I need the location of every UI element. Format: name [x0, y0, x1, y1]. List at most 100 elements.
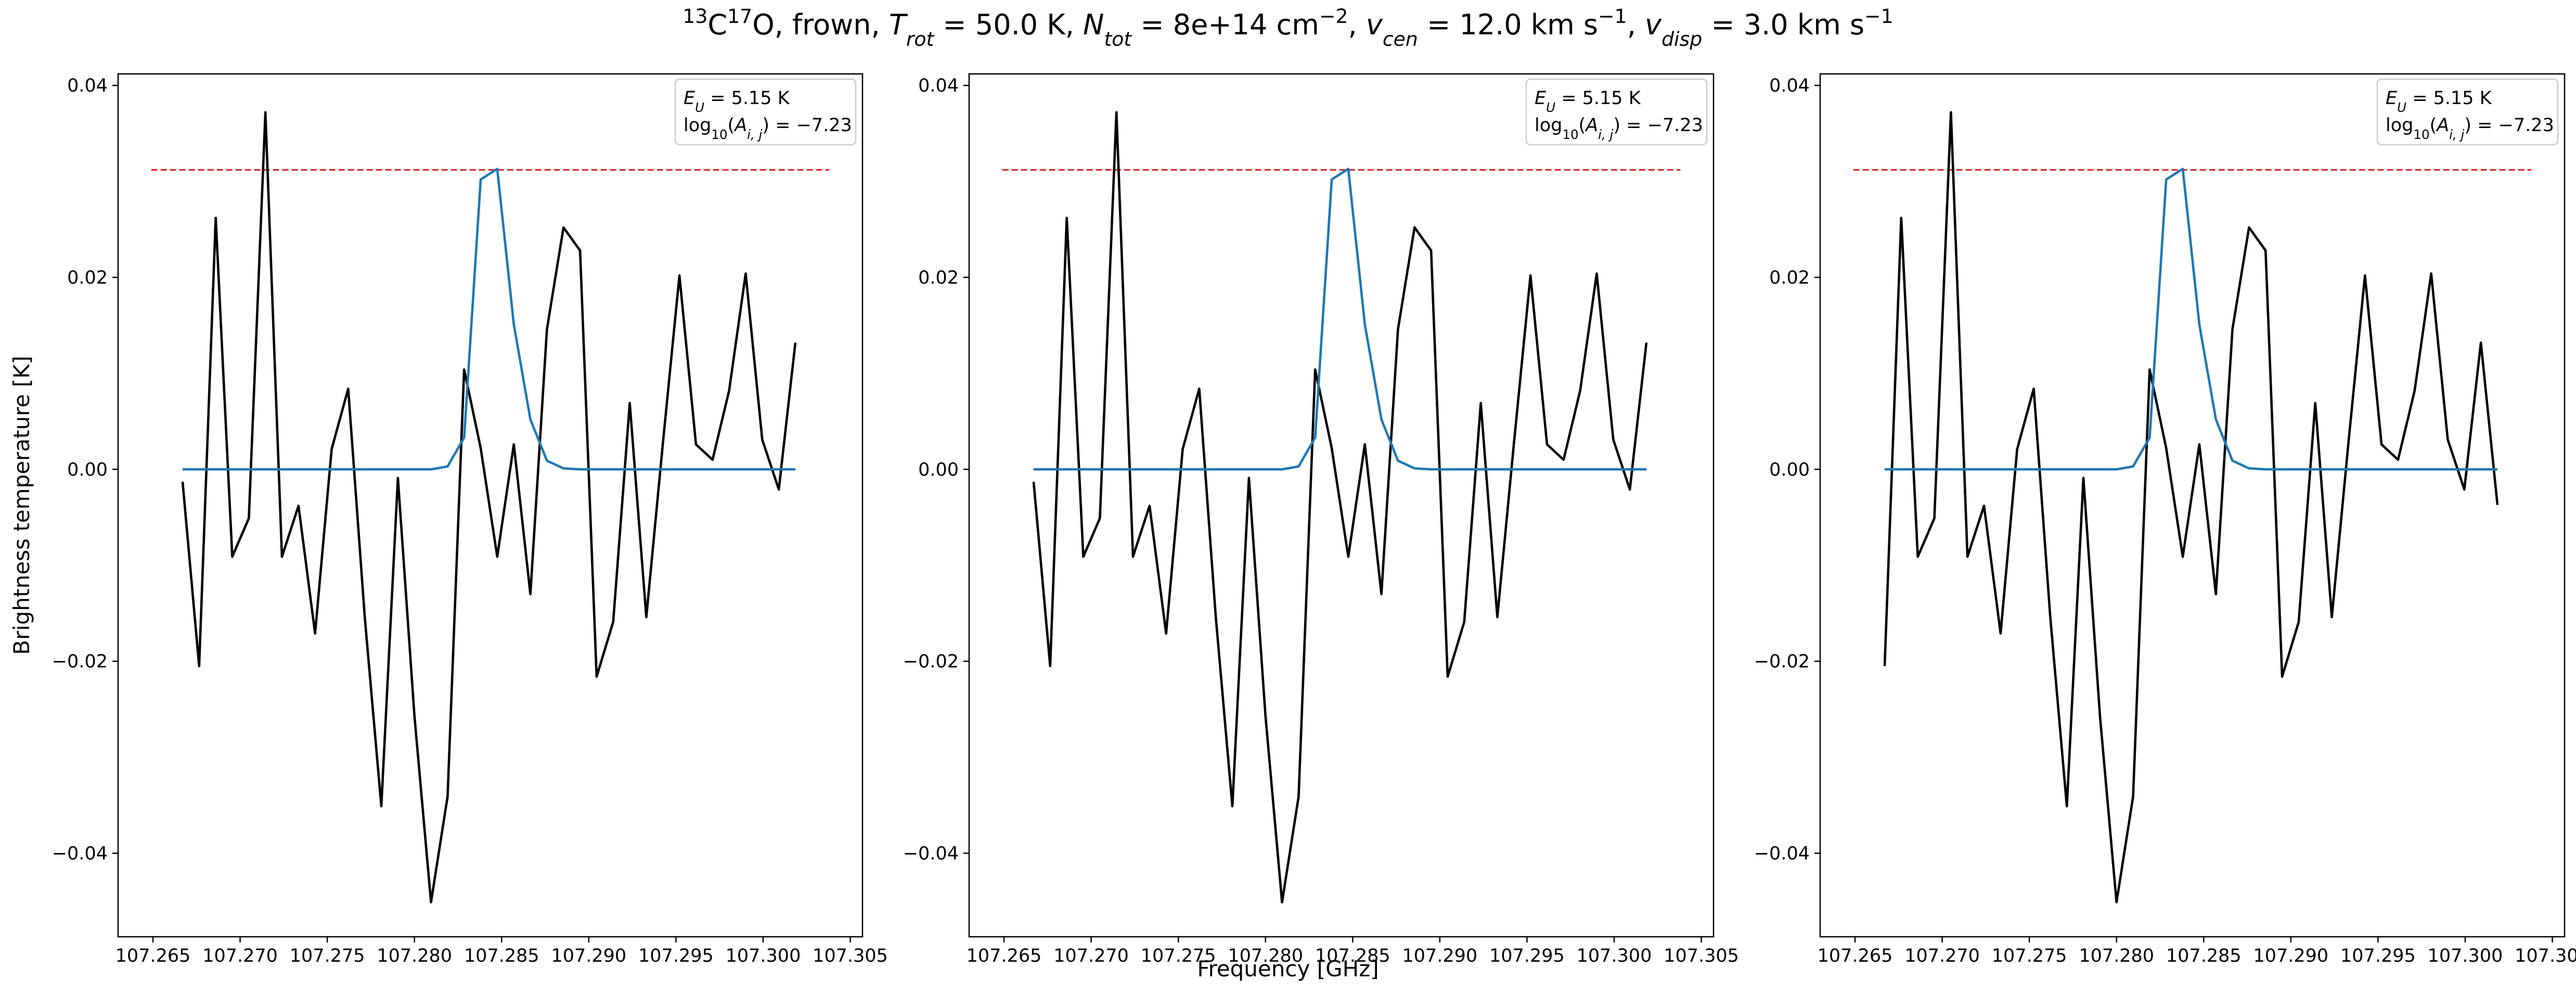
- text-part: E: [2386, 88, 2398, 109]
- annotation-text: EU = 5.15 K: [1535, 88, 1641, 115]
- x-tick-label: 107.280: [2079, 946, 2154, 966]
- text-part: = 5.15 K: [704, 88, 790, 109]
- text-part: ) = −7.23: [1613, 115, 1703, 136]
- spectrum-line: [1034, 168, 1646, 471]
- y-tick-label: 0.02: [67, 267, 108, 288]
- text-part: U: [1546, 100, 1555, 115]
- text-part: ,: [1348, 8, 1366, 41]
- y-tick-label: 0.00: [918, 460, 959, 480]
- text-part: U: [695, 100, 704, 115]
- spectrum-line: [1885, 168, 2497, 471]
- x-tick-label: 107.265: [115, 946, 191, 966]
- y-axis-label: Brightness temperature [K]: [9, 356, 34, 655]
- x-tick-label: 107.270: [1904, 946, 1980, 966]
- spectrum-line: [183, 168, 795, 471]
- x-tick-label: 107.305: [813, 946, 888, 966]
- annotation-text: EU = 5.15 K: [2386, 88, 2492, 115]
- text-part: (: [1579, 115, 1586, 136]
- y-tick-label: 0.04: [1769, 75, 1810, 96]
- spectrum-line: [1032, 111, 1648, 903]
- annotation-text: EU = 5.15 K: [684, 88, 790, 115]
- text-part: −1: [1864, 5, 1894, 28]
- x-tick-label: 107.295: [638, 946, 714, 966]
- text-part: ) = −7.23: [762, 115, 852, 136]
- x-tick-label: 107.290: [2253, 946, 2328, 966]
- text-part: tot: [1104, 28, 1132, 50]
- text-part: log: [684, 115, 711, 136]
- text-part: = 12.0 km s: [1418, 8, 1598, 41]
- text-part: −2: [1319, 5, 1348, 28]
- x-tick-label: 107.265: [1818, 946, 1893, 966]
- x-tick-label: 107.280: [377, 946, 452, 966]
- text-part: i, j: [1598, 127, 1613, 142]
- x-tick-label: 107.275: [290, 946, 365, 966]
- text-part: ,: [1627, 8, 1645, 41]
- text-part: cen: [1383, 28, 1418, 50]
- text-part: E: [1535, 88, 1547, 109]
- annotation-box: [1525, 78, 1708, 146]
- x-tick-label: 107.295: [1489, 946, 1565, 966]
- text-part: 10: [1562, 127, 1578, 142]
- text-part: U: [2397, 100, 2406, 115]
- x-tick-label: 107.300: [726, 946, 801, 966]
- text-part: (: [728, 115, 735, 136]
- y-tick-label: 0.02: [918, 267, 959, 288]
- y-tick-label: 0.04: [918, 75, 959, 96]
- text-part: log: [2386, 115, 2413, 136]
- text-part: i, j: [2449, 127, 2464, 142]
- axes-frame: [1819, 73, 2566, 938]
- x-tick-label: 107.285: [464, 946, 539, 966]
- text-part: = 8e+14 cm: [1131, 8, 1319, 41]
- annotation-box: [674, 78, 857, 146]
- y-tick-label: 0.00: [1769, 460, 1810, 480]
- text-part: A: [2436, 115, 2449, 136]
- text-part: rot: [906, 28, 935, 50]
- y-tick-label: −0.04: [903, 844, 959, 864]
- text-part: v: [1645, 8, 1662, 41]
- y-tick-label: −0.04: [1754, 844, 1810, 864]
- x-tick-label: 107.280: [1228, 946, 1303, 966]
- text-part: O, frown,: [752, 8, 889, 41]
- spectrum-line: [181, 111, 797, 903]
- text-part: E: [684, 88, 695, 109]
- x-tick-label: 107.290: [551, 946, 626, 966]
- x-tick-label: 107.285: [2166, 946, 2242, 966]
- axes-frame: [968, 73, 1715, 938]
- text-part: v: [1366, 8, 1383, 41]
- text-part: −1: [1598, 5, 1627, 28]
- annotation-box: [2376, 78, 2559, 146]
- x-tick-label: 107.270: [202, 946, 278, 966]
- text-part: A: [1585, 115, 1598, 136]
- text-part: log: [1535, 115, 1562, 136]
- annotation-text: log10(Ai, j) = −7.23: [684, 115, 852, 142]
- x-tick-label: 107.300: [1577, 946, 1652, 966]
- y-tick-label: −0.04: [52, 844, 108, 864]
- x-tick-label: 107.265: [967, 946, 1042, 966]
- figure-title: 13C17O, frown, Trot = 50.0 K, Ntot = 8e+…: [682, 5, 1893, 50]
- x-tick-label: 107.270: [1053, 946, 1129, 966]
- y-tick-label: −0.02: [903, 652, 959, 672]
- text-part: (: [2430, 115, 2437, 136]
- text-part: T: [889, 8, 908, 41]
- x-tick-label: 107.300: [2428, 946, 2503, 966]
- text-part: disp: [1661, 28, 1702, 50]
- y-tick-label: 0.02: [1769, 267, 1810, 288]
- y-tick-label: −0.02: [52, 652, 108, 672]
- text-part: 13: [682, 5, 707, 28]
- x-tick-label: 107.305: [1664, 946, 1739, 966]
- text-part: ) = −7.23: [2464, 115, 2554, 136]
- text-part: N: [1083, 8, 1104, 41]
- y-tick-label: −0.02: [1754, 652, 1810, 672]
- x-tick-label: 107.305: [2515, 946, 2576, 966]
- text-part: 10: [711, 127, 727, 142]
- x-tick-label: 107.295: [2340, 946, 2416, 966]
- x-tick-label: 107.285: [1315, 946, 1390, 966]
- text-part: 17: [727, 5, 752, 28]
- y-tick-label: 0.04: [67, 75, 108, 96]
- axes-frame: [117, 73, 864, 938]
- annotation-text: log10(Ai, j) = −7.23: [1535, 115, 1703, 142]
- text-part: i, j: [747, 127, 762, 142]
- y-tick-label: 0.00: [67, 460, 108, 480]
- annotation-text: log10(Ai, j) = −7.23: [2386, 115, 2554, 142]
- text-part: = 3.0 km s: [1702, 8, 1864, 41]
